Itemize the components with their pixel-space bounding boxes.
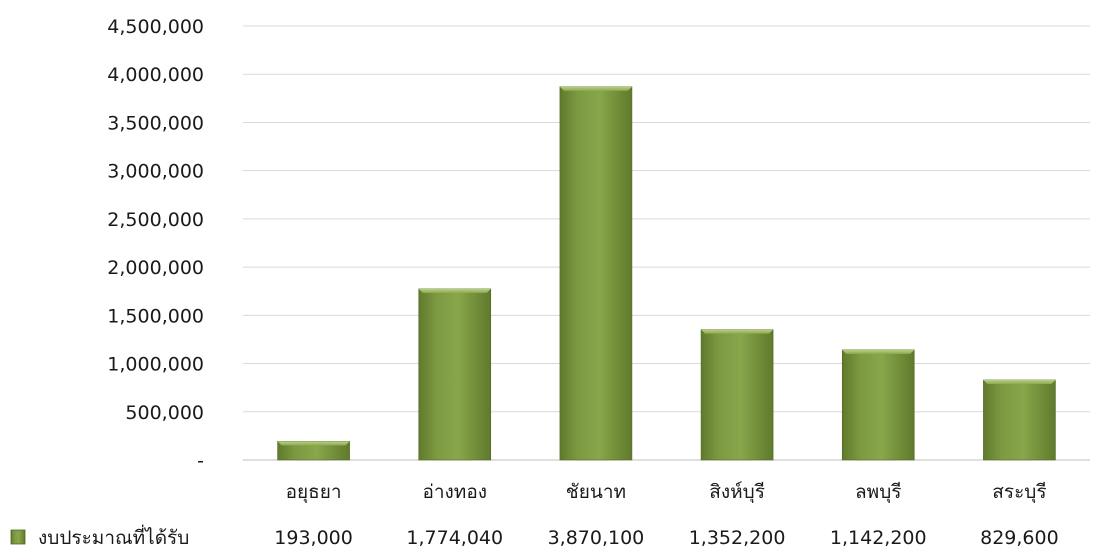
bar-body (983, 379, 1056, 461)
bar-cap (983, 379, 1056, 384)
y-tick-label: 3,500,000 (107, 112, 204, 134)
bar-cap (277, 441, 350, 446)
y-tick-label: - (197, 450, 204, 472)
x-category-label: ลพบุรี (855, 481, 901, 504)
y-tick-label: 3,000,000 (107, 161, 204, 183)
bar-cap (418, 288, 491, 293)
bar (418, 288, 492, 461)
y-tick-label: 1,000,000 (107, 354, 204, 376)
y-tick-label: 500,000 (125, 402, 204, 424)
data-table-value: 829,600 (980, 527, 1059, 549)
data-table-value: 1,774,040 (406, 527, 503, 549)
bar-body (418, 288, 492, 461)
y-tick-label: 4,500,000 (107, 16, 204, 38)
data-table-value: 193,000 (274, 527, 353, 549)
y-axis-ticks: - 500,000 1,000,000 1,500,000 2,000,000 2,500… (107, 16, 204, 472)
legend-label: งบประมาณที่ได้รับ (38, 524, 189, 549)
bar (983, 379, 1056, 461)
x-axis-categories: อยุธยา อ่างทอง ชัยนาท สิงห์บุรี ลพบุรี สระบุร… (286, 481, 1047, 504)
bars (277, 86, 1056, 461)
data-table-value: 1,352,200 (689, 527, 786, 549)
x-category-label: สิงห์บุรี (709, 481, 765, 504)
data-table-row: 193,000 1,774,040 3,870,100 1,352,200 1,142,… (274, 527, 1058, 549)
bar-body (700, 329, 774, 461)
bar-cap (701, 329, 774, 334)
y-tick-label: 2,000,000 (107, 257, 204, 279)
y-tick-label: 1,500,000 (107, 305, 204, 327)
x-category-label: สระบุรี (992, 481, 1046, 504)
legend-swatch (10, 529, 26, 545)
gridlines (243, 25, 1090, 461)
bar-body (559, 86, 633, 461)
x-category-label: อ่างทอง (422, 481, 487, 503)
data-table-value: 3,870,100 (548, 527, 645, 549)
bar (559, 86, 633, 461)
x-category-label: ชัยนาท (566, 481, 626, 503)
bar-cap (559, 86, 632, 91)
bar-cap (842, 349, 915, 354)
legend: งบประมาณที่ได้รับ (10, 524, 189, 549)
x-category-label: อยุธยา (286, 481, 342, 504)
bar (277, 441, 350, 461)
bar (700, 329, 774, 461)
y-tick-label: 2,500,000 (107, 209, 204, 231)
y-tick-label: 4,000,000 (107, 64, 204, 86)
bar-body (841, 349, 915, 461)
data-table-value: 1,142,200 (830, 527, 927, 549)
bar (841, 349, 915, 461)
